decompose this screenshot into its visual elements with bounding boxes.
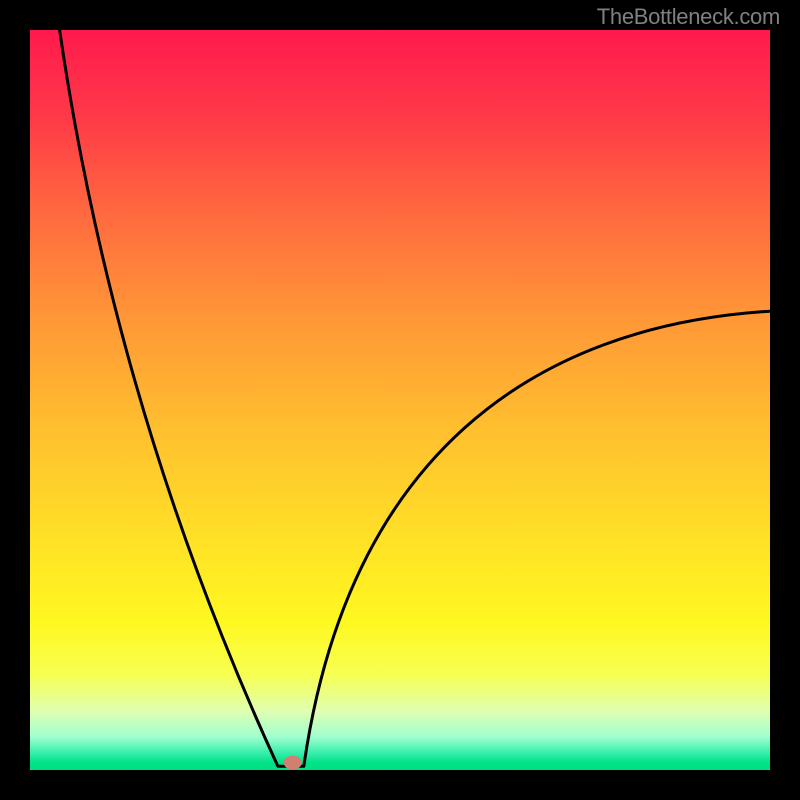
- minimum-marker: [284, 756, 302, 770]
- plot-area: [30, 30, 770, 770]
- bottleneck-curve: [30, 30, 770, 770]
- watermark-text: TheBottleneck.com: [597, 4, 780, 30]
